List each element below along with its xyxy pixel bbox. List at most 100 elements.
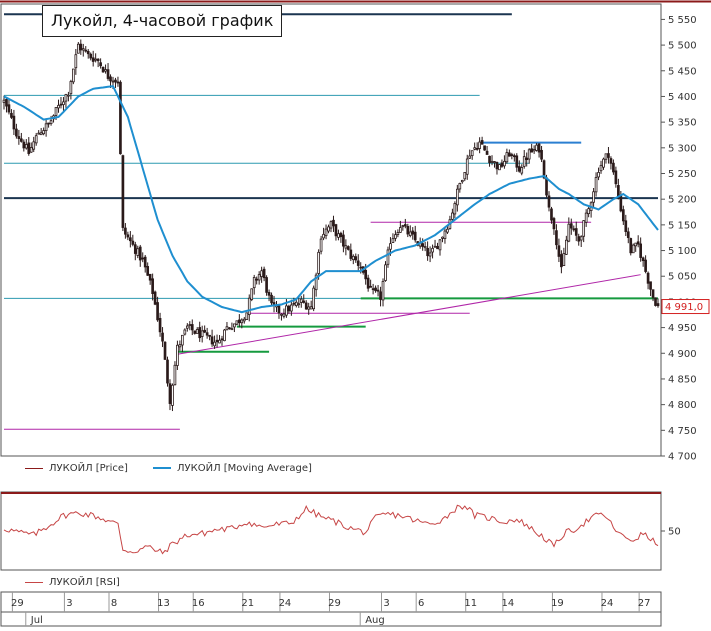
legend-ma-label: ЛУКОЙЛ [Moving Average] <box>177 463 312 474</box>
candle-body <box>438 239 442 251</box>
candle-body <box>602 158 605 168</box>
candle-body <box>421 243 424 247</box>
candle-body <box>171 384 174 406</box>
candle-body <box>609 158 613 164</box>
candle-body <box>54 107 58 116</box>
candle-body <box>569 223 573 229</box>
candle-body <box>317 251 320 274</box>
candle-body <box>89 53 93 59</box>
candle-body <box>334 224 338 237</box>
candle-body <box>205 332 209 336</box>
candle-body <box>468 155 472 159</box>
x-axis: 29 3 8 13 16 21 24 29 3 6 11 14 19 24 27 Jul Aug <box>11 592 651 626</box>
y-tick-label: 5 250 <box>668 169 697 180</box>
candle-body <box>143 256 147 268</box>
candle-body <box>121 155 125 228</box>
candle-body <box>252 277 256 289</box>
candle-body <box>262 268 266 279</box>
candle-body <box>223 329 226 342</box>
candle-body <box>545 177 548 196</box>
candle-body <box>498 164 501 171</box>
candle-body <box>183 329 187 335</box>
candle-body <box>129 237 132 242</box>
last-price-badge-label: 4 991,0 <box>665 302 703 313</box>
candle-body <box>146 266 150 276</box>
candle-body <box>240 319 244 324</box>
legend-ma[interactable]: ЛУКОЙЛ [Moving Average] <box>153 463 312 474</box>
y-axis: 5 550 5 500 5 450 5 400 5 350 5 300 5 250 5 200… <box>661 15 697 463</box>
candle-body <box>577 236 581 242</box>
legend-price-label: ЛУКОЙЛ [Price] <box>49 463 128 474</box>
candle-body <box>408 231 412 237</box>
candle-body <box>503 160 506 167</box>
candle-body <box>124 227 127 235</box>
candle-body <box>280 313 283 316</box>
candle-body <box>344 245 348 249</box>
candle-body <box>607 153 610 158</box>
candle-body <box>193 330 197 334</box>
legend-price[interactable]: ЛУКОЙЛ [Price] <box>25 463 128 474</box>
candle-body <box>493 161 496 163</box>
candle-body <box>79 43 83 51</box>
candle-body <box>396 232 400 235</box>
candle-body <box>574 228 578 236</box>
candle-body <box>547 195 551 208</box>
candle-body <box>594 177 598 193</box>
candle-body <box>517 166 521 172</box>
candle-body <box>218 339 221 344</box>
x-day-label: 6 <box>418 598 424 609</box>
candle-body <box>374 287 377 292</box>
legend-rsi[interactable]: ЛУКОЙЛ [RSI] <box>25 577 120 588</box>
x-month-label: Jul <box>30 615 43 626</box>
candle-body <box>572 228 576 231</box>
candle-body <box>651 289 655 298</box>
candle-body <box>292 302 296 305</box>
candle-body <box>510 154 514 157</box>
rsi-tick-label: 50 <box>668 527 681 538</box>
candle-body <box>203 329 206 333</box>
candle-body <box>188 324 192 326</box>
candle-body <box>579 236 583 241</box>
legend-price-swatch <box>25 467 43 469</box>
candle-body <box>624 220 628 232</box>
y-tick-label: 5 550 <box>668 15 697 26</box>
candle-body <box>565 239 568 255</box>
candle-body <box>604 153 608 160</box>
candle-body <box>351 255 355 261</box>
candle-body <box>138 246 142 261</box>
candle-body <box>428 252 432 257</box>
x-day-label: 8 <box>111 598 117 609</box>
candle-body <box>166 359 169 384</box>
candle-body <box>446 228 449 233</box>
candle-body <box>242 318 246 322</box>
candle-body <box>456 188 459 206</box>
candle-body <box>297 303 301 306</box>
candle-body <box>441 236 444 239</box>
candle-body <box>515 155 519 168</box>
moving-average-line <box>3 85 659 314</box>
candle-body <box>490 160 494 163</box>
candle-body <box>339 232 343 238</box>
candle-body <box>470 150 474 157</box>
candle-body <box>433 245 437 248</box>
candle-body <box>195 329 199 334</box>
candle-body <box>72 68 75 83</box>
candle-body <box>294 301 298 306</box>
candle-body <box>86 50 90 55</box>
candle-body <box>39 132 43 136</box>
candle-body <box>74 54 78 69</box>
x-day-label: 3 <box>383 598 389 609</box>
candle-body <box>208 334 211 337</box>
candle-body <box>337 233 340 238</box>
candle-body <box>230 328 234 331</box>
candle-body <box>168 383 172 404</box>
y-tick-label: 5 450 <box>668 66 697 77</box>
candle-body <box>76 43 80 54</box>
x-day-label: 27 <box>638 598 651 609</box>
candle-body <box>136 248 140 256</box>
candle-body <box>119 81 122 155</box>
candle-body <box>185 325 189 329</box>
candle-body <box>612 162 615 173</box>
candle-body <box>436 245 439 250</box>
